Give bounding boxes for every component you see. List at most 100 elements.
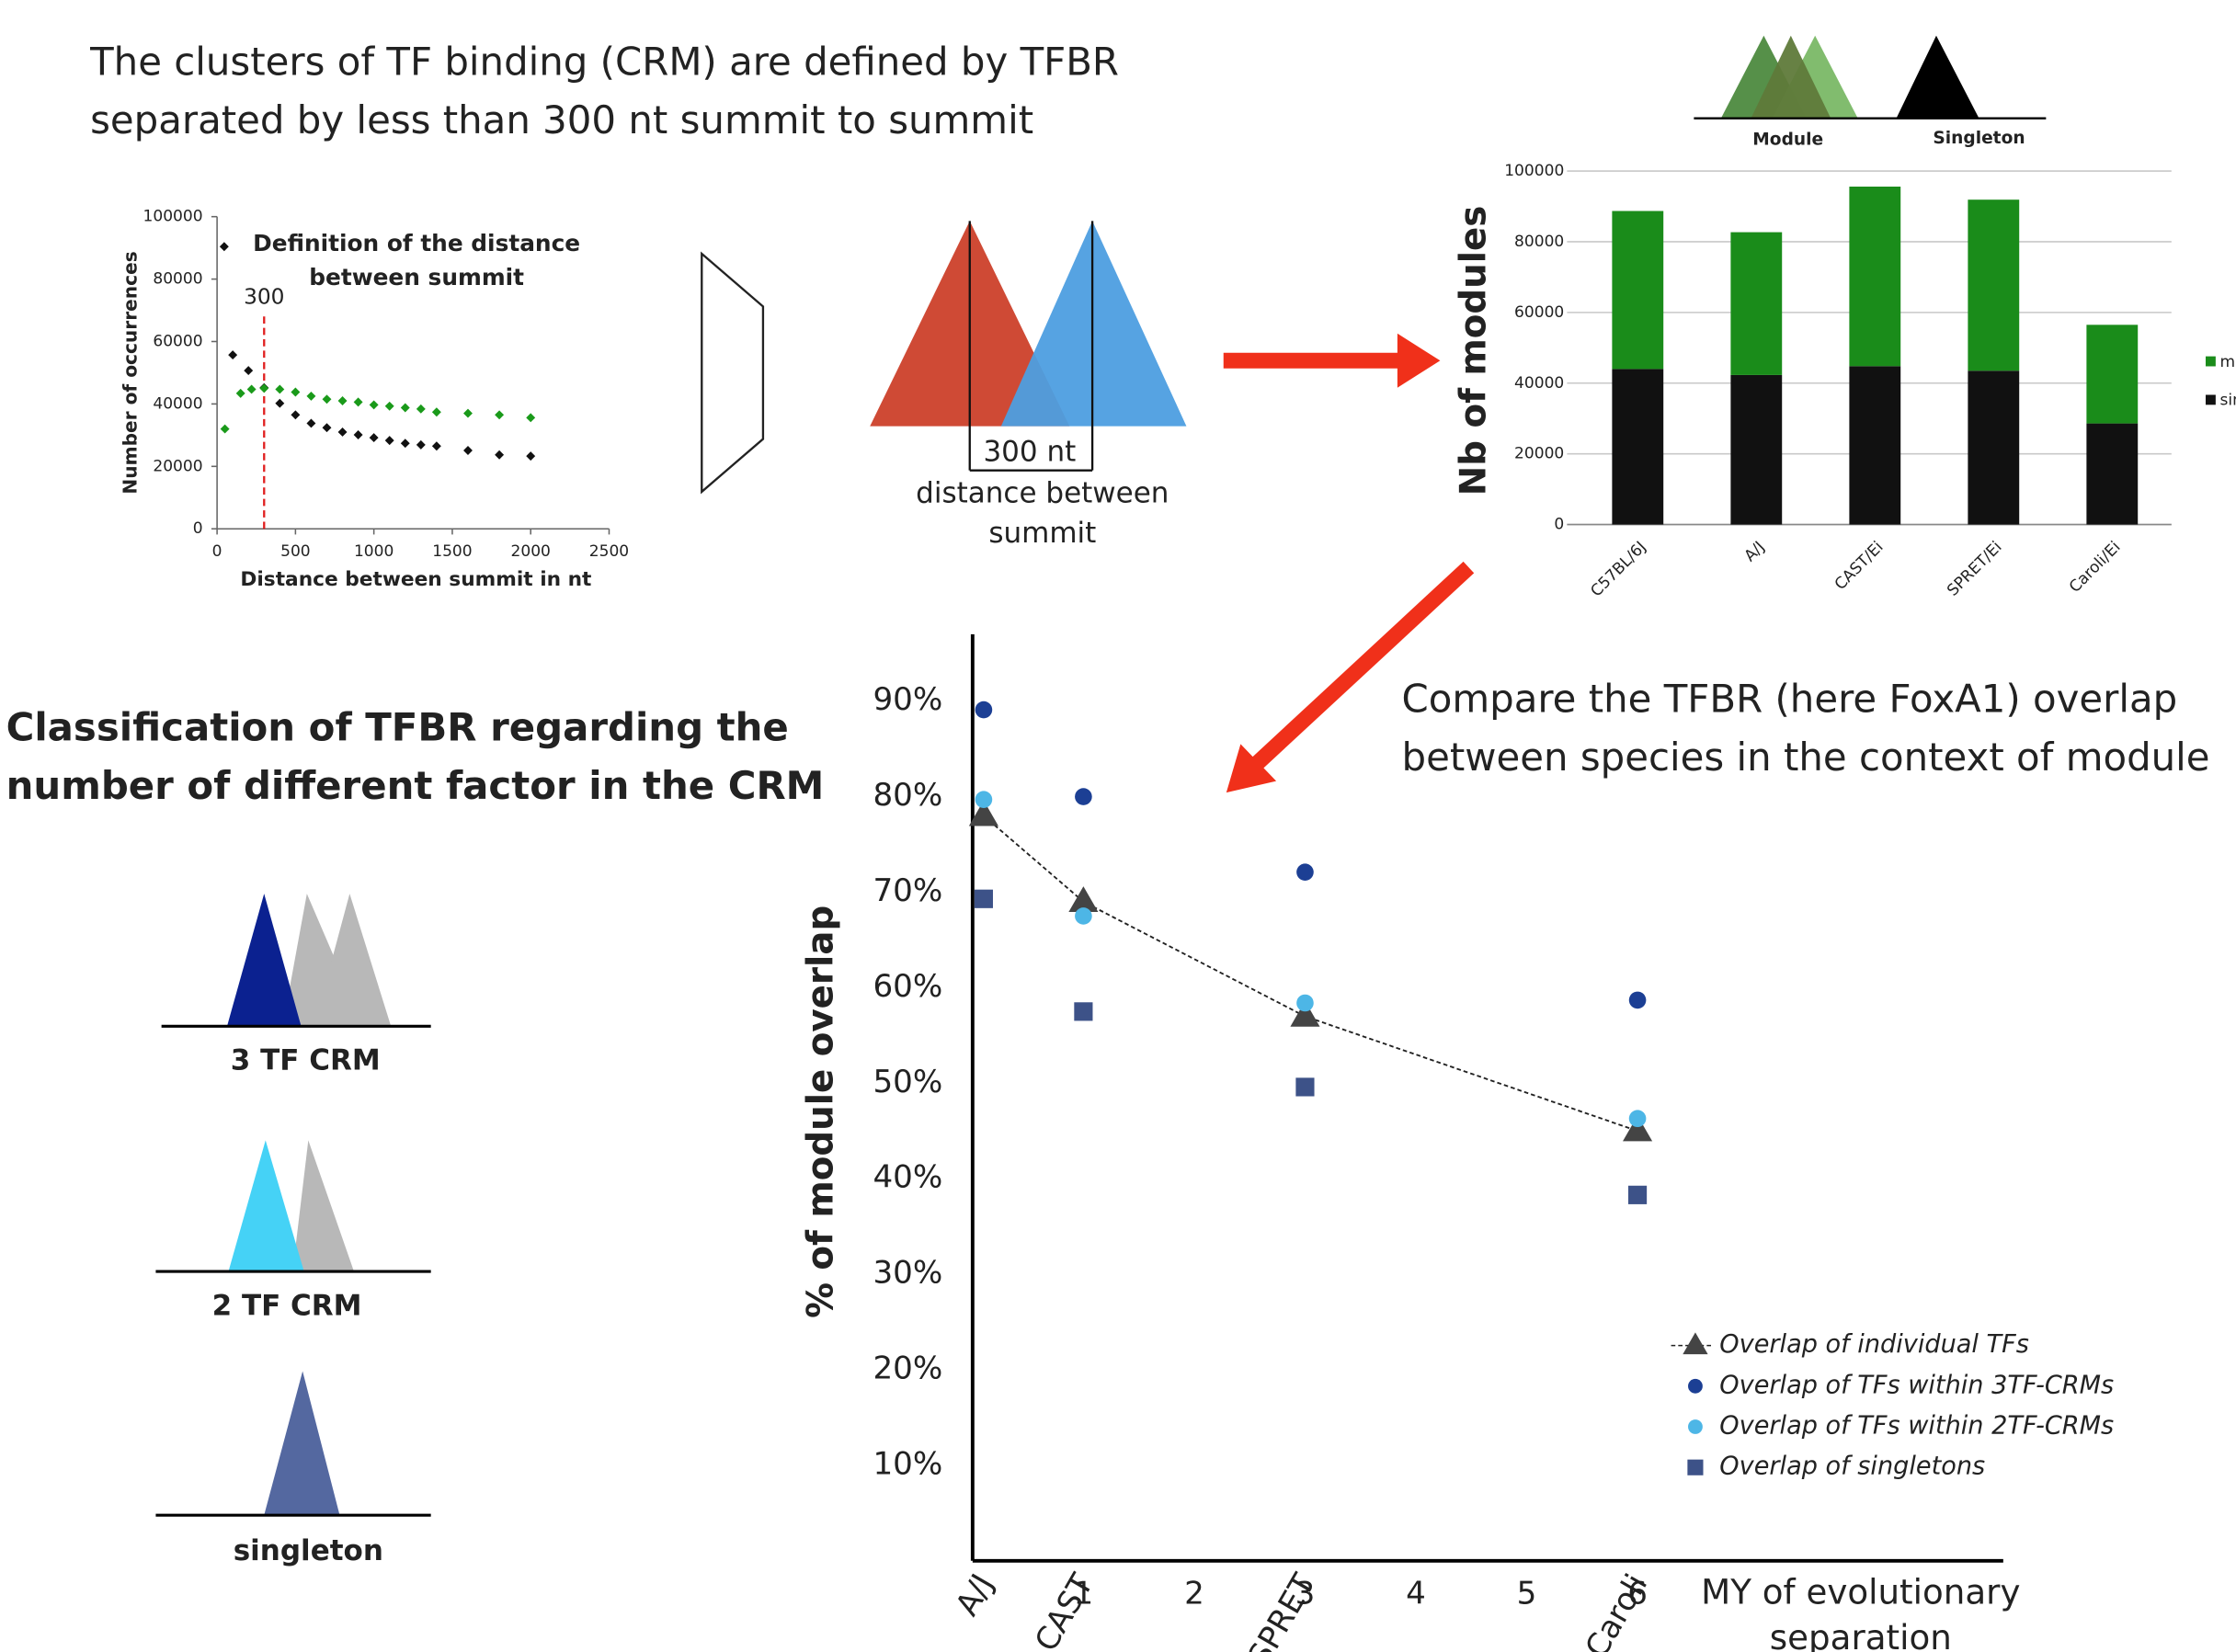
legend-marker xyxy=(1688,1379,1703,1394)
legend-label-box: Definition of the distance between summi… xyxy=(245,227,588,313)
y-tick-label: 80000 xyxy=(153,270,202,289)
y-tick-label: 0 xyxy=(1554,516,1564,534)
y-tick-label: 100000 xyxy=(1504,162,1564,180)
y-tick-label: 60% xyxy=(873,968,942,1005)
diagram-label: singleton xyxy=(234,1534,383,1567)
legend-label: Overlap of individual TFs xyxy=(1719,1330,2029,1359)
y-tick-label: 30% xyxy=(873,1255,942,1292)
bar xyxy=(1849,187,1900,366)
point xyxy=(385,402,394,411)
x-tick-label: CAST/Ei xyxy=(1831,538,1888,594)
x-tick-label: 1000 xyxy=(354,542,394,561)
point xyxy=(1296,995,1314,1012)
point xyxy=(354,430,363,439)
point xyxy=(306,418,315,427)
y-tick-label: 40000 xyxy=(1514,374,1564,393)
point xyxy=(1295,1077,1314,1096)
bar xyxy=(2086,424,2138,525)
x-tick-label: 2500 xyxy=(589,542,629,561)
diagram-label: Module xyxy=(1752,130,1823,149)
bar xyxy=(1612,211,1663,370)
x-tick-label: 500 xyxy=(280,542,311,561)
y-tick-label: 90% xyxy=(873,681,942,718)
point xyxy=(1075,788,1092,805)
legend-label: Overlap of TFs within 3TF-CRMs xyxy=(1719,1371,2114,1399)
y-axis-label: Number of occurrences xyxy=(120,251,142,494)
y-axis-label: Nb of modules xyxy=(1454,206,1495,496)
x-tick-label: 4 xyxy=(1406,1575,1426,1612)
point xyxy=(221,425,230,434)
x-tick-label: 5 xyxy=(1517,1575,1537,1612)
point xyxy=(323,394,332,404)
point xyxy=(385,436,394,445)
y-axis-label: % of module overlap xyxy=(801,906,842,1318)
point xyxy=(401,404,410,413)
point xyxy=(1296,863,1314,881)
diagram-label: 2 TF CRM xyxy=(212,1289,362,1322)
intro-text: separated by less than 300 nt summit to … xyxy=(90,97,1033,142)
point xyxy=(275,399,284,408)
point xyxy=(975,701,993,719)
species-label: A/J xyxy=(949,1568,1001,1623)
legend-label: Overlap of singletons xyxy=(1719,1453,1985,1481)
legend-marker xyxy=(1688,1419,1703,1434)
y-tick-label: 40% xyxy=(873,1159,942,1196)
point xyxy=(291,410,300,419)
x-tick-label: SPRET/Ei xyxy=(1944,538,2005,599)
x-tick-label: 1500 xyxy=(432,542,472,561)
bar xyxy=(1730,233,1782,375)
point xyxy=(416,404,426,414)
point xyxy=(495,450,504,460)
bar xyxy=(1968,370,2019,524)
point xyxy=(432,407,441,416)
point xyxy=(259,383,268,393)
point xyxy=(323,423,332,432)
point xyxy=(338,396,348,405)
bar xyxy=(1968,199,2019,370)
diagram-label: summit xyxy=(988,517,1096,550)
point xyxy=(463,409,473,418)
crm-diagrams: 3 TF CRM 2 TF CRM singleton xyxy=(155,894,430,1567)
point xyxy=(432,441,441,450)
diagram-label: distance between xyxy=(916,477,1169,510)
point xyxy=(354,397,363,406)
y-tick-label: 20000 xyxy=(153,457,202,475)
x-tick-label: C57BL/6J xyxy=(1587,538,1649,600)
legend-marker xyxy=(1683,1332,1707,1354)
distance-diagram: 300 nt distance between summit xyxy=(702,221,1468,792)
point xyxy=(975,791,993,808)
y-tick-label: 20% xyxy=(873,1350,942,1386)
bar xyxy=(2086,325,2138,423)
point xyxy=(236,389,245,398)
diagram-label: 3 TF CRM xyxy=(231,1044,381,1077)
page: The clusters of TF binding (CRM) are def… xyxy=(0,0,2236,1652)
point xyxy=(228,350,237,359)
bar xyxy=(1849,366,1900,524)
x-axis-label: Distance between summit in nt xyxy=(240,568,591,591)
point xyxy=(526,451,535,461)
bar xyxy=(1730,375,1782,525)
y-tick-label: 50% xyxy=(873,1064,942,1100)
y-tick-label: 40000 xyxy=(153,394,202,413)
legend-marker xyxy=(2206,357,2216,367)
point xyxy=(370,433,379,442)
point xyxy=(1075,907,1092,925)
point xyxy=(275,384,284,393)
x-tick-label: Caroli/Ei xyxy=(2066,538,2125,597)
point xyxy=(416,440,426,450)
legend-marker xyxy=(2206,394,2216,404)
x-axis-label: MY of evolutionary separation xyxy=(1675,1569,2046,1652)
section-text: between species in the context of module xyxy=(1402,735,2210,780)
legend-label: module xyxy=(2220,353,2236,371)
legend-marker xyxy=(1687,1460,1703,1475)
point xyxy=(1628,1186,1647,1204)
legend-marker xyxy=(220,242,229,251)
point xyxy=(338,427,348,437)
point xyxy=(306,392,315,401)
y-tick-label: 20000 xyxy=(1514,445,1564,463)
legend-label: singleton xyxy=(2220,392,2236,410)
diagram-label: 300 nt xyxy=(983,436,1076,469)
legend-label: Overlap of TFs within 2TF-CRMs xyxy=(1719,1412,2114,1441)
point xyxy=(1629,992,1647,1009)
y-tick-label: 0 xyxy=(193,519,203,538)
